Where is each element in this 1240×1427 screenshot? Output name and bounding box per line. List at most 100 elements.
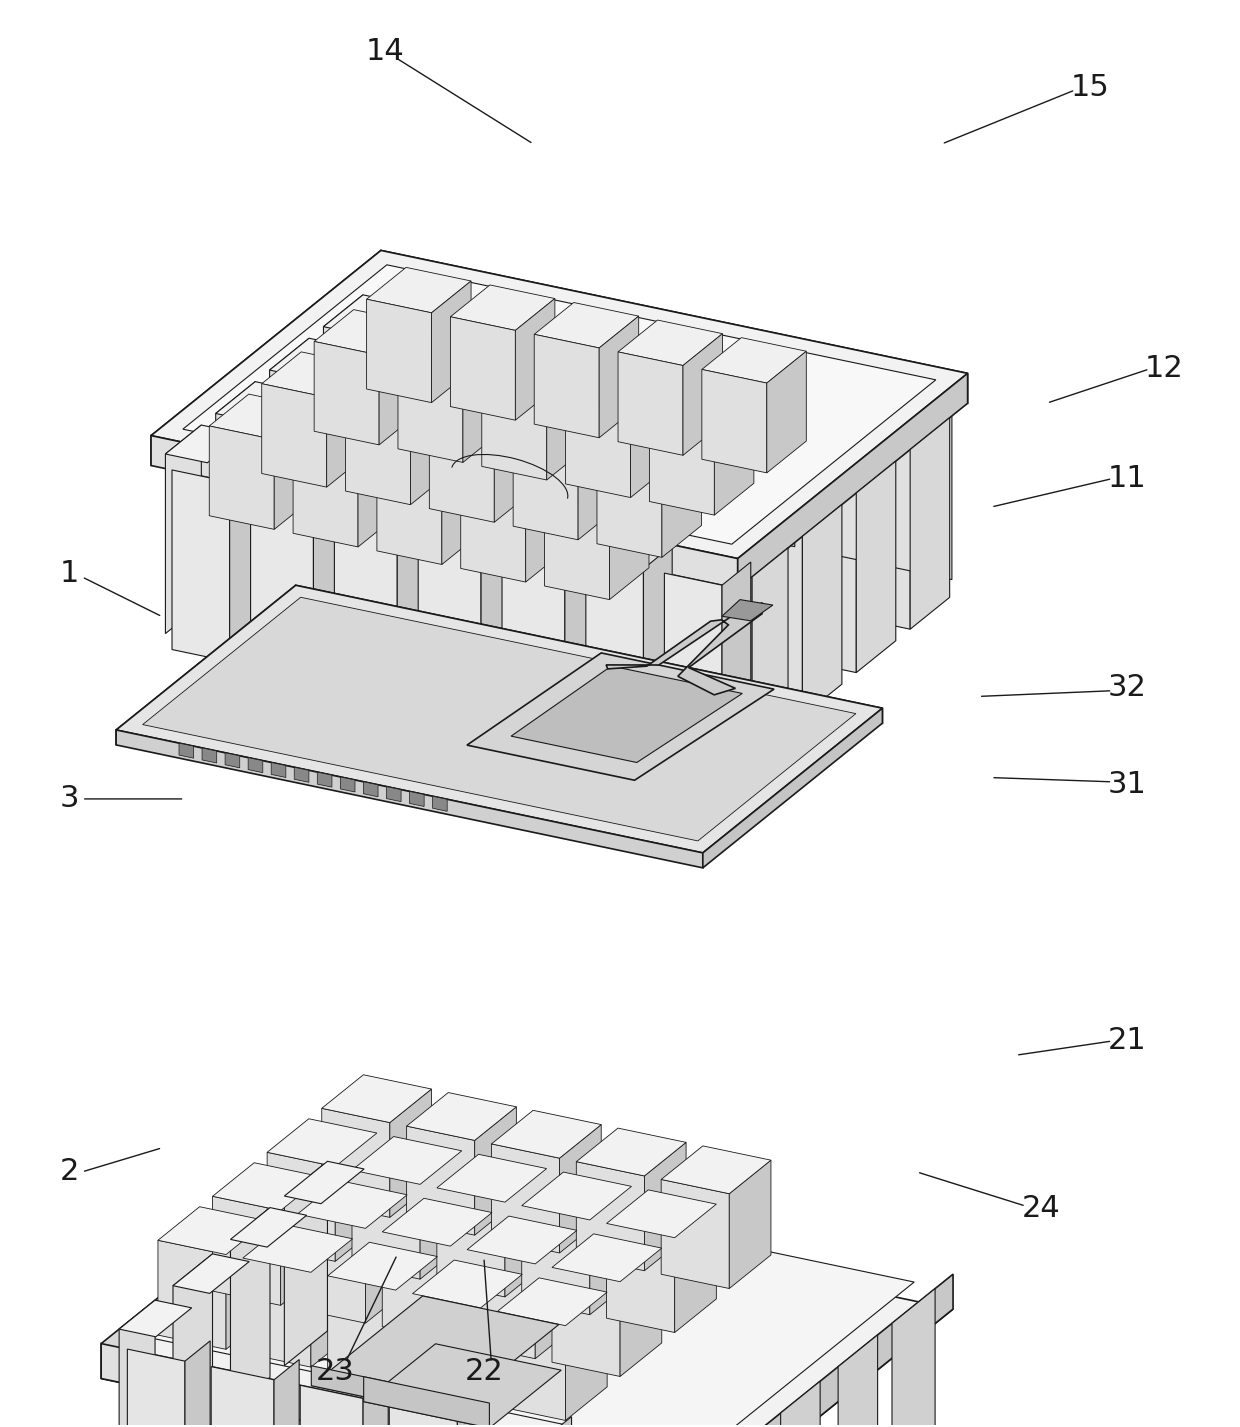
Polygon shape [298,1214,366,1323]
Polygon shape [117,585,295,745]
Polygon shape [577,1162,645,1270]
Polygon shape [182,265,936,544]
Text: 15: 15 [1071,73,1110,101]
Polygon shape [226,753,239,768]
Polygon shape [381,251,967,404]
Polygon shape [267,1119,377,1167]
Polygon shape [661,1146,771,1194]
Polygon shape [714,394,754,515]
Polygon shape [321,1075,432,1123]
Polygon shape [894,388,952,579]
Polygon shape [117,585,883,853]
Polygon shape [781,1381,820,1427]
Polygon shape [293,444,358,547]
Polygon shape [650,380,754,425]
Polygon shape [536,1230,577,1359]
Polygon shape [102,1344,709,1427]
Polygon shape [311,1296,559,1414]
Polygon shape [363,1344,562,1427]
Polygon shape [269,338,309,549]
Polygon shape [596,454,662,558]
Polygon shape [732,354,795,547]
Text: 22: 22 [465,1357,503,1386]
Polygon shape [413,1260,522,1309]
Polygon shape [157,1207,268,1254]
Polygon shape [280,1177,322,1306]
Polygon shape [711,568,753,756]
Polygon shape [212,1196,280,1306]
Polygon shape [590,1186,631,1314]
Polygon shape [300,1386,363,1427]
Polygon shape [709,1274,954,1427]
Polygon shape [722,562,750,765]
Polygon shape [433,796,448,812]
Polygon shape [402,285,460,477]
Polygon shape [467,654,774,781]
Polygon shape [662,435,702,558]
Polygon shape [497,1277,608,1326]
Polygon shape [151,251,381,465]
Polygon shape [766,351,806,472]
Polygon shape [596,422,702,468]
Polygon shape [128,1349,185,1427]
Polygon shape [606,1190,717,1237]
Polygon shape [363,1377,490,1427]
Polygon shape [565,1291,608,1420]
Polygon shape [284,1162,327,1366]
Polygon shape [436,1154,547,1202]
Polygon shape [461,447,565,492]
Polygon shape [185,1341,210,1427]
Polygon shape [892,1289,935,1427]
Polygon shape [618,320,723,365]
Polygon shape [352,1170,420,1279]
Polygon shape [211,1367,274,1427]
Polygon shape [644,545,672,748]
Polygon shape [250,487,314,679]
Polygon shape [269,338,351,378]
Polygon shape [389,1089,432,1217]
Polygon shape [324,295,405,335]
Text: 24: 24 [1022,1194,1060,1223]
Polygon shape [522,1206,590,1314]
Polygon shape [559,1124,601,1253]
Polygon shape [526,461,565,582]
Polygon shape [418,521,481,715]
Polygon shape [606,602,763,695]
Polygon shape [467,1250,536,1359]
Polygon shape [272,762,286,778]
Polygon shape [216,381,255,594]
Polygon shape [151,435,738,588]
Polygon shape [461,478,526,582]
Polygon shape [352,1136,461,1184]
Polygon shape [458,1398,482,1427]
Polygon shape [314,310,419,355]
Polygon shape [450,317,516,420]
Polygon shape [382,1232,450,1341]
Polygon shape [397,494,427,696]
Polygon shape [409,792,424,806]
Polygon shape [311,1366,448,1414]
Polygon shape [815,484,857,672]
Polygon shape [274,408,314,529]
Polygon shape [314,341,379,445]
Polygon shape [481,511,510,715]
Polygon shape [396,1257,438,1384]
Polygon shape [165,425,243,462]
Polygon shape [505,1169,547,1297]
Polygon shape [618,352,683,455]
Polygon shape [585,557,644,748]
Polygon shape [429,418,495,522]
Polygon shape [407,1093,516,1140]
Polygon shape [610,478,649,599]
Polygon shape [544,497,610,599]
Polygon shape [753,548,789,756]
Polygon shape [358,425,398,547]
Polygon shape [497,1311,565,1420]
Polygon shape [484,1424,547,1427]
Polygon shape [565,394,631,498]
Polygon shape [274,1360,299,1427]
Text: 3: 3 [60,785,79,813]
Polygon shape [243,1259,311,1367]
Polygon shape [702,338,806,382]
Polygon shape [534,303,639,348]
